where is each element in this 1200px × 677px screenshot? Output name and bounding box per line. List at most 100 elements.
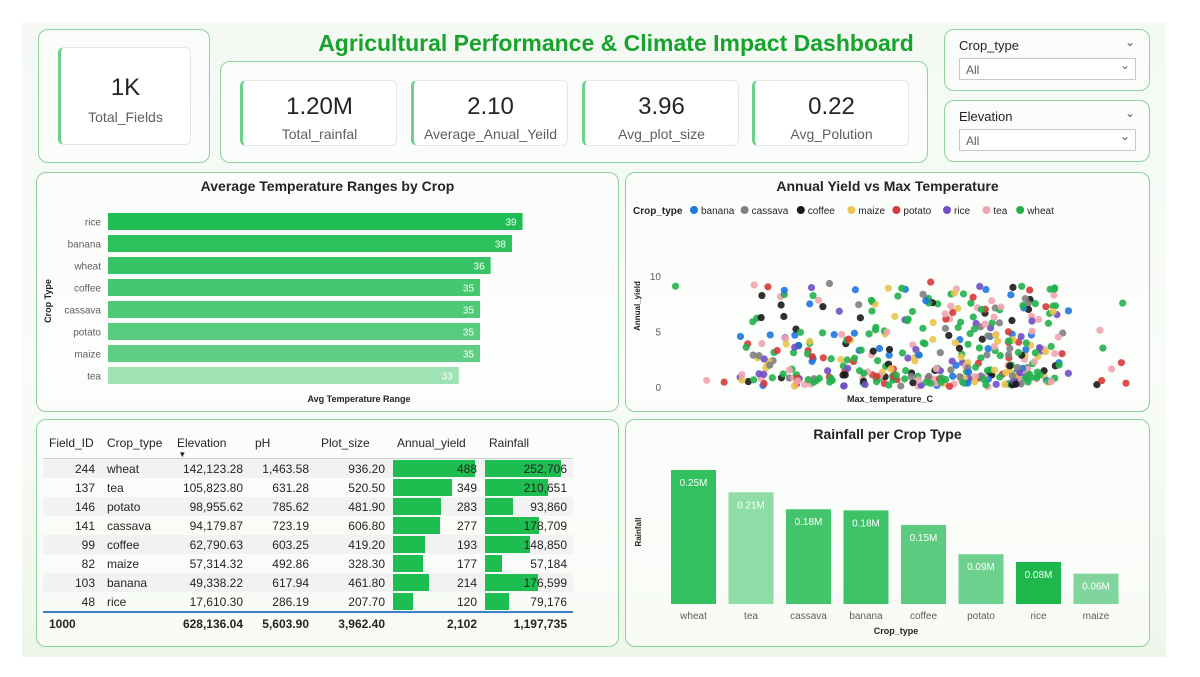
total-fields-card[interactable]: 1K Total_Fields — [58, 47, 191, 145]
scatter-point[interactable] — [891, 312, 899, 321]
scatter-point[interactable] — [904, 315, 912, 323]
legend-label[interactable]: tea — [993, 206, 1007, 217]
slicer-header-chevron-icon[interactable]: ⌄ — [1125, 35, 1136, 49]
avg-pollution-card[interactable]: 0.22 Avg_Polution — [752, 80, 909, 146]
scatter-point[interactable] — [671, 282, 680, 290]
scatter-point[interactable] — [773, 346, 781, 355]
scatter-point[interactable] — [766, 331, 774, 339]
scatter-point[interactable] — [760, 370, 768, 379]
scatter-point[interactable] — [827, 355, 835, 363]
table-row[interactable]: 137 tea 105,823.80 631.28 520.50 349 210,651 — [43, 478, 573, 497]
scatter-point[interactable] — [885, 351, 893, 359]
scatter-point[interactable] — [948, 357, 956, 365]
scatter-point[interactable] — [806, 300, 814, 308]
scatter-point[interactable] — [789, 349, 798, 357]
scatter-point[interactable] — [791, 331, 799, 339]
scatter-point[interactable] — [984, 345, 992, 353]
scatter-point[interactable] — [988, 297, 996, 305]
scatter-point[interactable] — [904, 354, 912, 362]
scatter-point[interactable] — [937, 378, 945, 386]
scatter-point[interactable] — [780, 312, 788, 321]
scatter-point[interactable] — [925, 372, 933, 380]
scatter-point[interactable] — [927, 278, 935, 286]
scatter-point[interactable] — [945, 382, 954, 390]
scatter-point[interactable] — [780, 286, 788, 294]
table-row[interactable]: 103 banana 49,338.22 617.94 461.80 214 176,599 — [43, 573, 573, 592]
scatter-point[interactable] — [815, 374, 823, 382]
scatter-point[interactable] — [868, 307, 876, 315]
scatter-point[interactable] — [994, 337, 1002, 345]
scatter-point[interactable] — [919, 290, 927, 298]
scatter-point[interactable] — [869, 347, 877, 355]
scatter-point[interactable] — [825, 279, 834, 288]
scatter-point[interactable] — [1030, 358, 1039, 366]
temperature-bar[interactable] — [108, 213, 523, 230]
scatter-point[interactable] — [758, 291, 766, 300]
scatter-point[interactable] — [742, 343, 750, 351]
scatter-point[interactable] — [894, 292, 902, 300]
scatter-point[interactable] — [1001, 380, 1009, 389]
scatter-point[interactable] — [990, 366, 999, 374]
scatter-point[interactable] — [843, 356, 851, 364]
scatter-point[interactable] — [845, 335, 853, 343]
scatter-point[interactable] — [1051, 302, 1060, 310]
scatter-point[interactable] — [750, 281, 758, 289]
elevation-slicer[interactable]: Elevation ⌄ All ⌄ — [944, 100, 1150, 162]
scatter-point[interactable] — [1012, 380, 1020, 388]
scatter-point[interactable] — [838, 330, 846, 339]
scatter-point[interactable] — [983, 351, 991, 359]
scatter-point[interactable] — [957, 353, 965, 361]
scatter-point[interactable] — [757, 313, 765, 322]
legend-label[interactable]: banana — [701, 206, 735, 217]
scatter-point[interactable] — [1018, 282, 1026, 290]
table-row[interactable]: 48 rice 17,610.30 286.19 207.70 120 79,176 — [43, 592, 573, 612]
column-header[interactable]: Rainfall — [483, 428, 573, 459]
scatter-point[interactable] — [814, 296, 823, 304]
scatter-point[interactable] — [957, 318, 965, 326]
legend-label[interactable]: maize — [858, 206, 885, 217]
scatter-point[interactable] — [990, 343, 998, 351]
table-row[interactable]: 146 potato 98,955.62 785.62 481.90 283 93,860 — [43, 497, 573, 516]
scatter-point[interactable] — [978, 335, 986, 343]
scatter-point[interactable] — [1014, 348, 1022, 357]
legend-label[interactable]: rice — [954, 206, 971, 217]
scatter-point[interactable] — [1122, 379, 1130, 387]
scatter-point[interactable] — [1013, 363, 1022, 372]
scatter-point[interactable] — [1049, 307, 1057, 316]
scatter-point[interactable] — [865, 330, 873, 338]
scatter-point[interactable] — [932, 365, 940, 373]
scatter-point[interactable] — [851, 286, 859, 294]
scatter-point[interactable] — [1022, 339, 1030, 347]
column-header[interactable]: Annual_yield — [391, 428, 483, 459]
scatter-point[interactable] — [855, 301, 863, 309]
scatter-point[interactable] — [782, 340, 790, 348]
scatter-point[interactable] — [976, 282, 984, 290]
scatter-point[interactable] — [857, 346, 865, 354]
scatter-point[interactable] — [806, 337, 814, 345]
scatter-point[interactable] — [947, 302, 955, 310]
scatter-point[interactable] — [856, 314, 864, 322]
table-row[interactable]: 99 coffee 62,790.63 603.25 419.20 193 148,850 — [43, 535, 573, 554]
scatter-point[interactable] — [1119, 299, 1127, 307]
scatter-point[interactable] — [809, 292, 817, 300]
total-rainfall-card[interactable]: 1.20M Total_rainfal — [240, 80, 397, 146]
scatter-point[interactable] — [1021, 295, 1029, 303]
scatter-point[interactable] — [1042, 303, 1050, 311]
scatter-point[interactable] — [819, 303, 827, 311]
scatter-point[interactable] — [964, 340, 972, 348]
scatter-point[interactable] — [995, 319, 1004, 327]
scatter-point[interactable] — [977, 305, 986, 314]
rainfall-bar[interactable] — [786, 509, 831, 604]
scatter-point[interactable] — [949, 372, 957, 380]
scatter-point[interactable] — [738, 370, 746, 379]
scatter-point[interactable] — [839, 371, 847, 379]
avg-yield-card[interactable]: 2.10 Average_Anual_Yeild — [411, 80, 568, 146]
scatter-point[interactable] — [964, 368, 973, 376]
scatter-point[interactable] — [1099, 344, 1107, 352]
scatter-point[interactable] — [959, 378, 967, 386]
legend-label[interactable]: coffee — [808, 206, 835, 217]
scatter-point[interactable] — [785, 366, 794, 374]
rainfall-chart-panel[interactable]: Rainfall per Crop Type Rainfall Crop_typ… — [625, 419, 1150, 647]
temperature-bar[interactable] — [108, 279, 481, 296]
scatter-point[interactable] — [840, 382, 848, 390]
